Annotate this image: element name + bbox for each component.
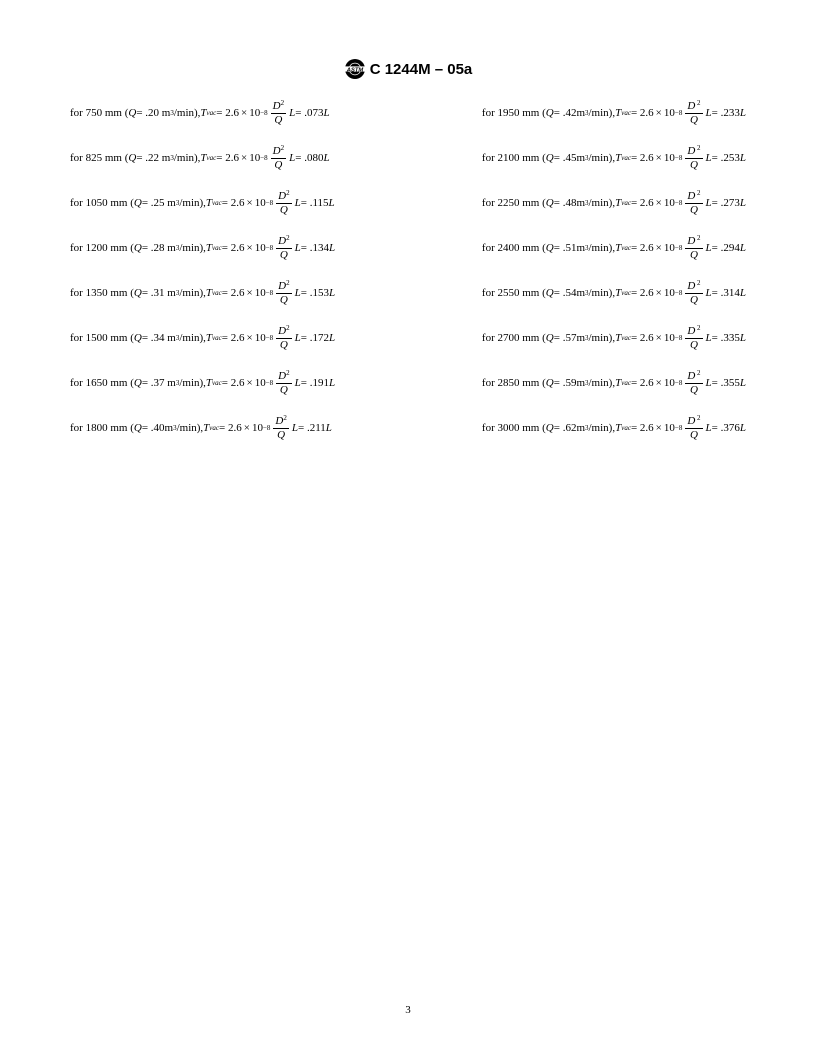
equation-row: for 2400 mm (Q = .51m3/min), Tvac = 2.6×… — [482, 225, 746, 270]
designation-text: C 1244M – 05a — [370, 61, 473, 78]
equation-row: for 1200 mm (Q = .28 m3/min), Tvac = 2.6… — [70, 225, 335, 270]
page-number: 3 — [405, 1004, 411, 1016]
astm-logo-icon: ASTM — [344, 58, 366, 80]
equation-row: for 2550 mm (Q = .54m3/min), Tvac = 2.6×… — [482, 270, 746, 315]
left-column: for 750 mm (Q = .20 m3/min), Tvac = 2.6×… — [70, 90, 335, 450]
equation-row: for 1800 mm (Q = .40m3/min), Tvac = 2.6×… — [70, 405, 335, 450]
equation-row: for 750 mm (Q = .20 m3/min), Tvac = 2.6×… — [70, 90, 335, 135]
equation-row: for 1650 mm (Q = .37 m3/min), Tvac = 2.6… — [70, 360, 335, 405]
equation-row: for 1350 mm (Q = .31 m3/min), Tvac = 2.6… — [70, 270, 335, 315]
equation-row: for 2700 mm (Q = .57m3/min), Tvac = 2.6×… — [482, 315, 746, 360]
equation-row: for 2250 mm (Q = .48m3/min), Tvac = 2.6×… — [482, 180, 746, 225]
page-footer: 3 — [0, 1004, 816, 1016]
right-column: for 1950 mm (Q = .42m3/min), Tvac = 2.6×… — [482, 90, 746, 450]
svg-text:ASTM: ASTM — [345, 68, 363, 74]
equation-row: for 2850 mm (Q = .59m3/min), Tvac = 2.6×… — [482, 360, 746, 405]
page-header: ASTM C 1244M – 05a — [0, 58, 816, 80]
equation-row: for 1500 mm (Q = .34 m3/min), Tvac = 2.6… — [70, 315, 335, 360]
equation-row: for 1050 mm (Q = .25 m3/min), Tvac = 2.6… — [70, 180, 335, 225]
equation-row: for 2100 mm (Q = .45m3/min), Tvac = 2.6×… — [482, 135, 746, 180]
equation-row: for 1950 mm (Q = .42m3/min), Tvac = 2.6×… — [482, 90, 746, 135]
equation-row: for 3000 mm (Q = .62m3/min), Tvac = 2.6×… — [482, 405, 746, 450]
equation-row: for 825 mm (Q = .22 m3/min), Tvac = 2.6×… — [70, 135, 335, 180]
equation-columns: for 750 mm (Q = .20 m3/min), Tvac = 2.6×… — [70, 90, 746, 450]
